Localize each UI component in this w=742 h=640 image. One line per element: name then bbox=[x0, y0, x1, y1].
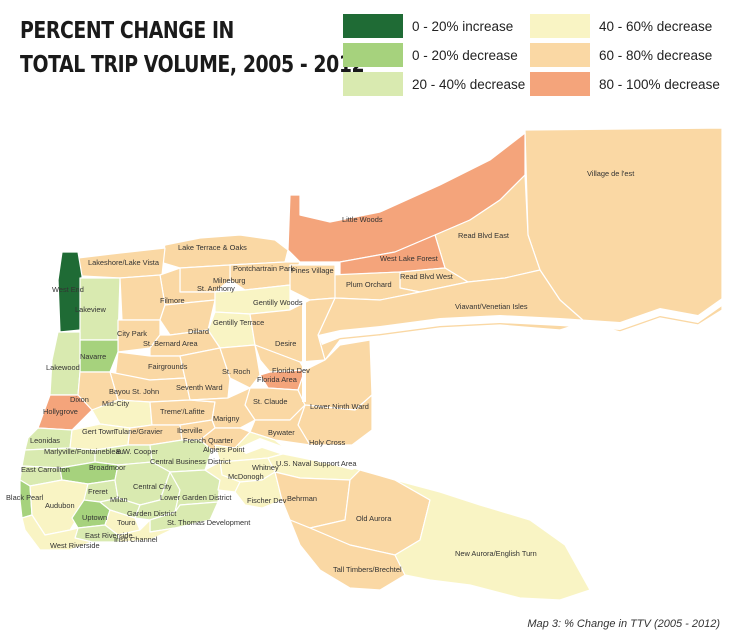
region-tall-timbers-brechtel bbox=[289, 519, 406, 591]
neighborhood-label: Pontchartrain Park bbox=[233, 264, 295, 273]
neighborhood-label: Touro bbox=[117, 518, 136, 527]
neighborhood-label: Old Aurora bbox=[356, 514, 392, 523]
region-lake-terrace-oaks bbox=[159, 234, 289, 269]
neighborhood-label: St. Bernard Area bbox=[143, 339, 199, 348]
neighborhood-label: Treme'/Lafitte bbox=[160, 407, 205, 416]
neighborhood-label: Bywater bbox=[268, 428, 295, 437]
neighborhood-label: Iberville bbox=[177, 426, 202, 435]
neighborhood-label: Garden District bbox=[127, 509, 176, 518]
neighborhood-label: Algiers Point bbox=[203, 445, 245, 454]
neighborhood-label: Pines Village bbox=[291, 266, 334, 275]
neighborhood-label: Florida Area bbox=[257, 375, 298, 384]
neighborhood-label: Little Woods bbox=[342, 215, 383, 224]
neighborhood-label: French Quarter bbox=[183, 436, 234, 445]
neighborhood-label: Milan bbox=[110, 495, 128, 504]
neighborhood-label: Central Business District bbox=[150, 457, 231, 466]
neighborhood-label: St. Roch bbox=[222, 367, 250, 376]
neighborhood-label: Hollygrove bbox=[43, 407, 78, 416]
neighborhood-label: Holy Cross bbox=[309, 438, 345, 447]
neighborhood-label: Marigny bbox=[213, 414, 240, 423]
neighborhood-label: Read Blvd East bbox=[458, 231, 509, 240]
neighborhood-label: Central City bbox=[133, 482, 172, 491]
neighborhood-label: Gentilly Woods bbox=[253, 298, 303, 307]
region-hollygrove bbox=[37, 394, 93, 431]
neighborhood-label: Lake Terrace & Oaks bbox=[178, 243, 247, 252]
neighborhood-label: New Aurora/English Turn bbox=[455, 549, 537, 558]
region-filmore bbox=[119, 274, 166, 321]
neighborhood-label: Uptown bbox=[82, 513, 107, 522]
neighborhood-label: Irish Channel bbox=[114, 535, 158, 544]
region-marigny bbox=[189, 387, 256, 429]
neighborhood-label: Bayou St. John bbox=[109, 387, 159, 396]
neighborhood-label: Filmore bbox=[160, 296, 185, 305]
neighborhood-label: East Carrollton bbox=[21, 465, 70, 474]
neighborhood-label: Broadmoor bbox=[89, 463, 126, 472]
neighborhood-label: Behrman bbox=[287, 494, 317, 503]
neighborhood-label: City Park bbox=[117, 329, 147, 338]
neighborhood-label: Dillard bbox=[188, 327, 209, 336]
neighborhood-label: St. Thomas Development bbox=[167, 518, 250, 527]
neighborhood-label: Mid-City bbox=[102, 399, 129, 408]
neighborhood-label: Seventh Ward bbox=[176, 383, 223, 392]
neighborhood-label: Tall Timbers/Brechtel bbox=[333, 565, 402, 574]
region-new-aurora-english-turn bbox=[394, 479, 591, 601]
neighborhood-label: Gert Town bbox=[82, 427, 116, 436]
neighborhood-label: Black Pearl bbox=[6, 493, 44, 502]
neighborhood-label: Milneburg bbox=[213, 276, 245, 285]
neighborhood-label: St. Anthony bbox=[197, 284, 235, 293]
neighborhood-label: Tulane/Gravier bbox=[114, 427, 163, 436]
neighborhood-label: Marlyville/Fontainebleau bbox=[44, 447, 124, 456]
neighborhood-label: Village de l'est bbox=[587, 169, 634, 178]
neighborhood-label: Lower Garden District bbox=[160, 493, 231, 502]
neighborhood-label: B.W. Cooper bbox=[116, 447, 158, 456]
neighborhood-label: Gentilly Terrace bbox=[213, 318, 264, 327]
neighborhood-label: Dixon bbox=[70, 395, 89, 404]
map-caption: Map 3: % Change in TTV (2005 - 2012) bbox=[527, 618, 720, 630]
region-st-roch bbox=[219, 344, 261, 389]
water-features bbox=[238, 298, 722, 470]
mississippi-river bbox=[238, 438, 362, 470]
neighborhood-label: Navarre bbox=[80, 352, 106, 361]
neighborhood-label: Plum Orchard bbox=[346, 280, 392, 289]
neighborhood-label: West End bbox=[52, 285, 84, 294]
neighborhood-label: Lakewood bbox=[46, 363, 80, 372]
neighborhood-label: East Riverside bbox=[85, 531, 133, 540]
neighborhood-label: Lower Ninth Ward bbox=[310, 402, 369, 411]
neighborhood-label: Desire bbox=[275, 339, 296, 348]
neighborhood-label: West Riverside bbox=[50, 541, 100, 550]
neighborhood-label: Whitney bbox=[252, 463, 279, 472]
neighborhood-label: Leonidas bbox=[30, 436, 60, 445]
industrial-canal bbox=[302, 300, 306, 402]
neighborhood-label: Viavant/Venetian Isles bbox=[455, 302, 528, 311]
neighborhood-label: Read Blvd West bbox=[400, 272, 453, 281]
intracoastal-waterway bbox=[318, 298, 722, 345]
region-irish-channel bbox=[117, 519, 176, 543]
map-labels: Village de l'est Little Woods Read Blvd Ea… bbox=[6, 169, 634, 574]
region-west-riverside bbox=[21, 514, 93, 551]
neighborhood-label: Florida Dev bbox=[272, 366, 310, 375]
neighborhood-label: Fairgrounds bbox=[148, 362, 188, 371]
neighborhood-label: McDonogh bbox=[228, 472, 264, 481]
neighborhood-label: U.S. Naval Support Area bbox=[276, 459, 357, 468]
neighborhood-label: Lakeshore/Lake Vista bbox=[88, 258, 160, 267]
neighborhood-label: Freret bbox=[88, 487, 108, 496]
neighborhood-label: West Lake Forest bbox=[380, 254, 438, 263]
title-line-1: Percent Change in bbox=[20, 18, 234, 44]
neighborhood-label: Lakeview bbox=[75, 305, 106, 314]
neighborhood-label: St. Claude bbox=[253, 397, 288, 406]
neighborhood-label: Audubon bbox=[45, 501, 75, 510]
neighborhood-label: Fischer Dev bbox=[247, 496, 287, 505]
